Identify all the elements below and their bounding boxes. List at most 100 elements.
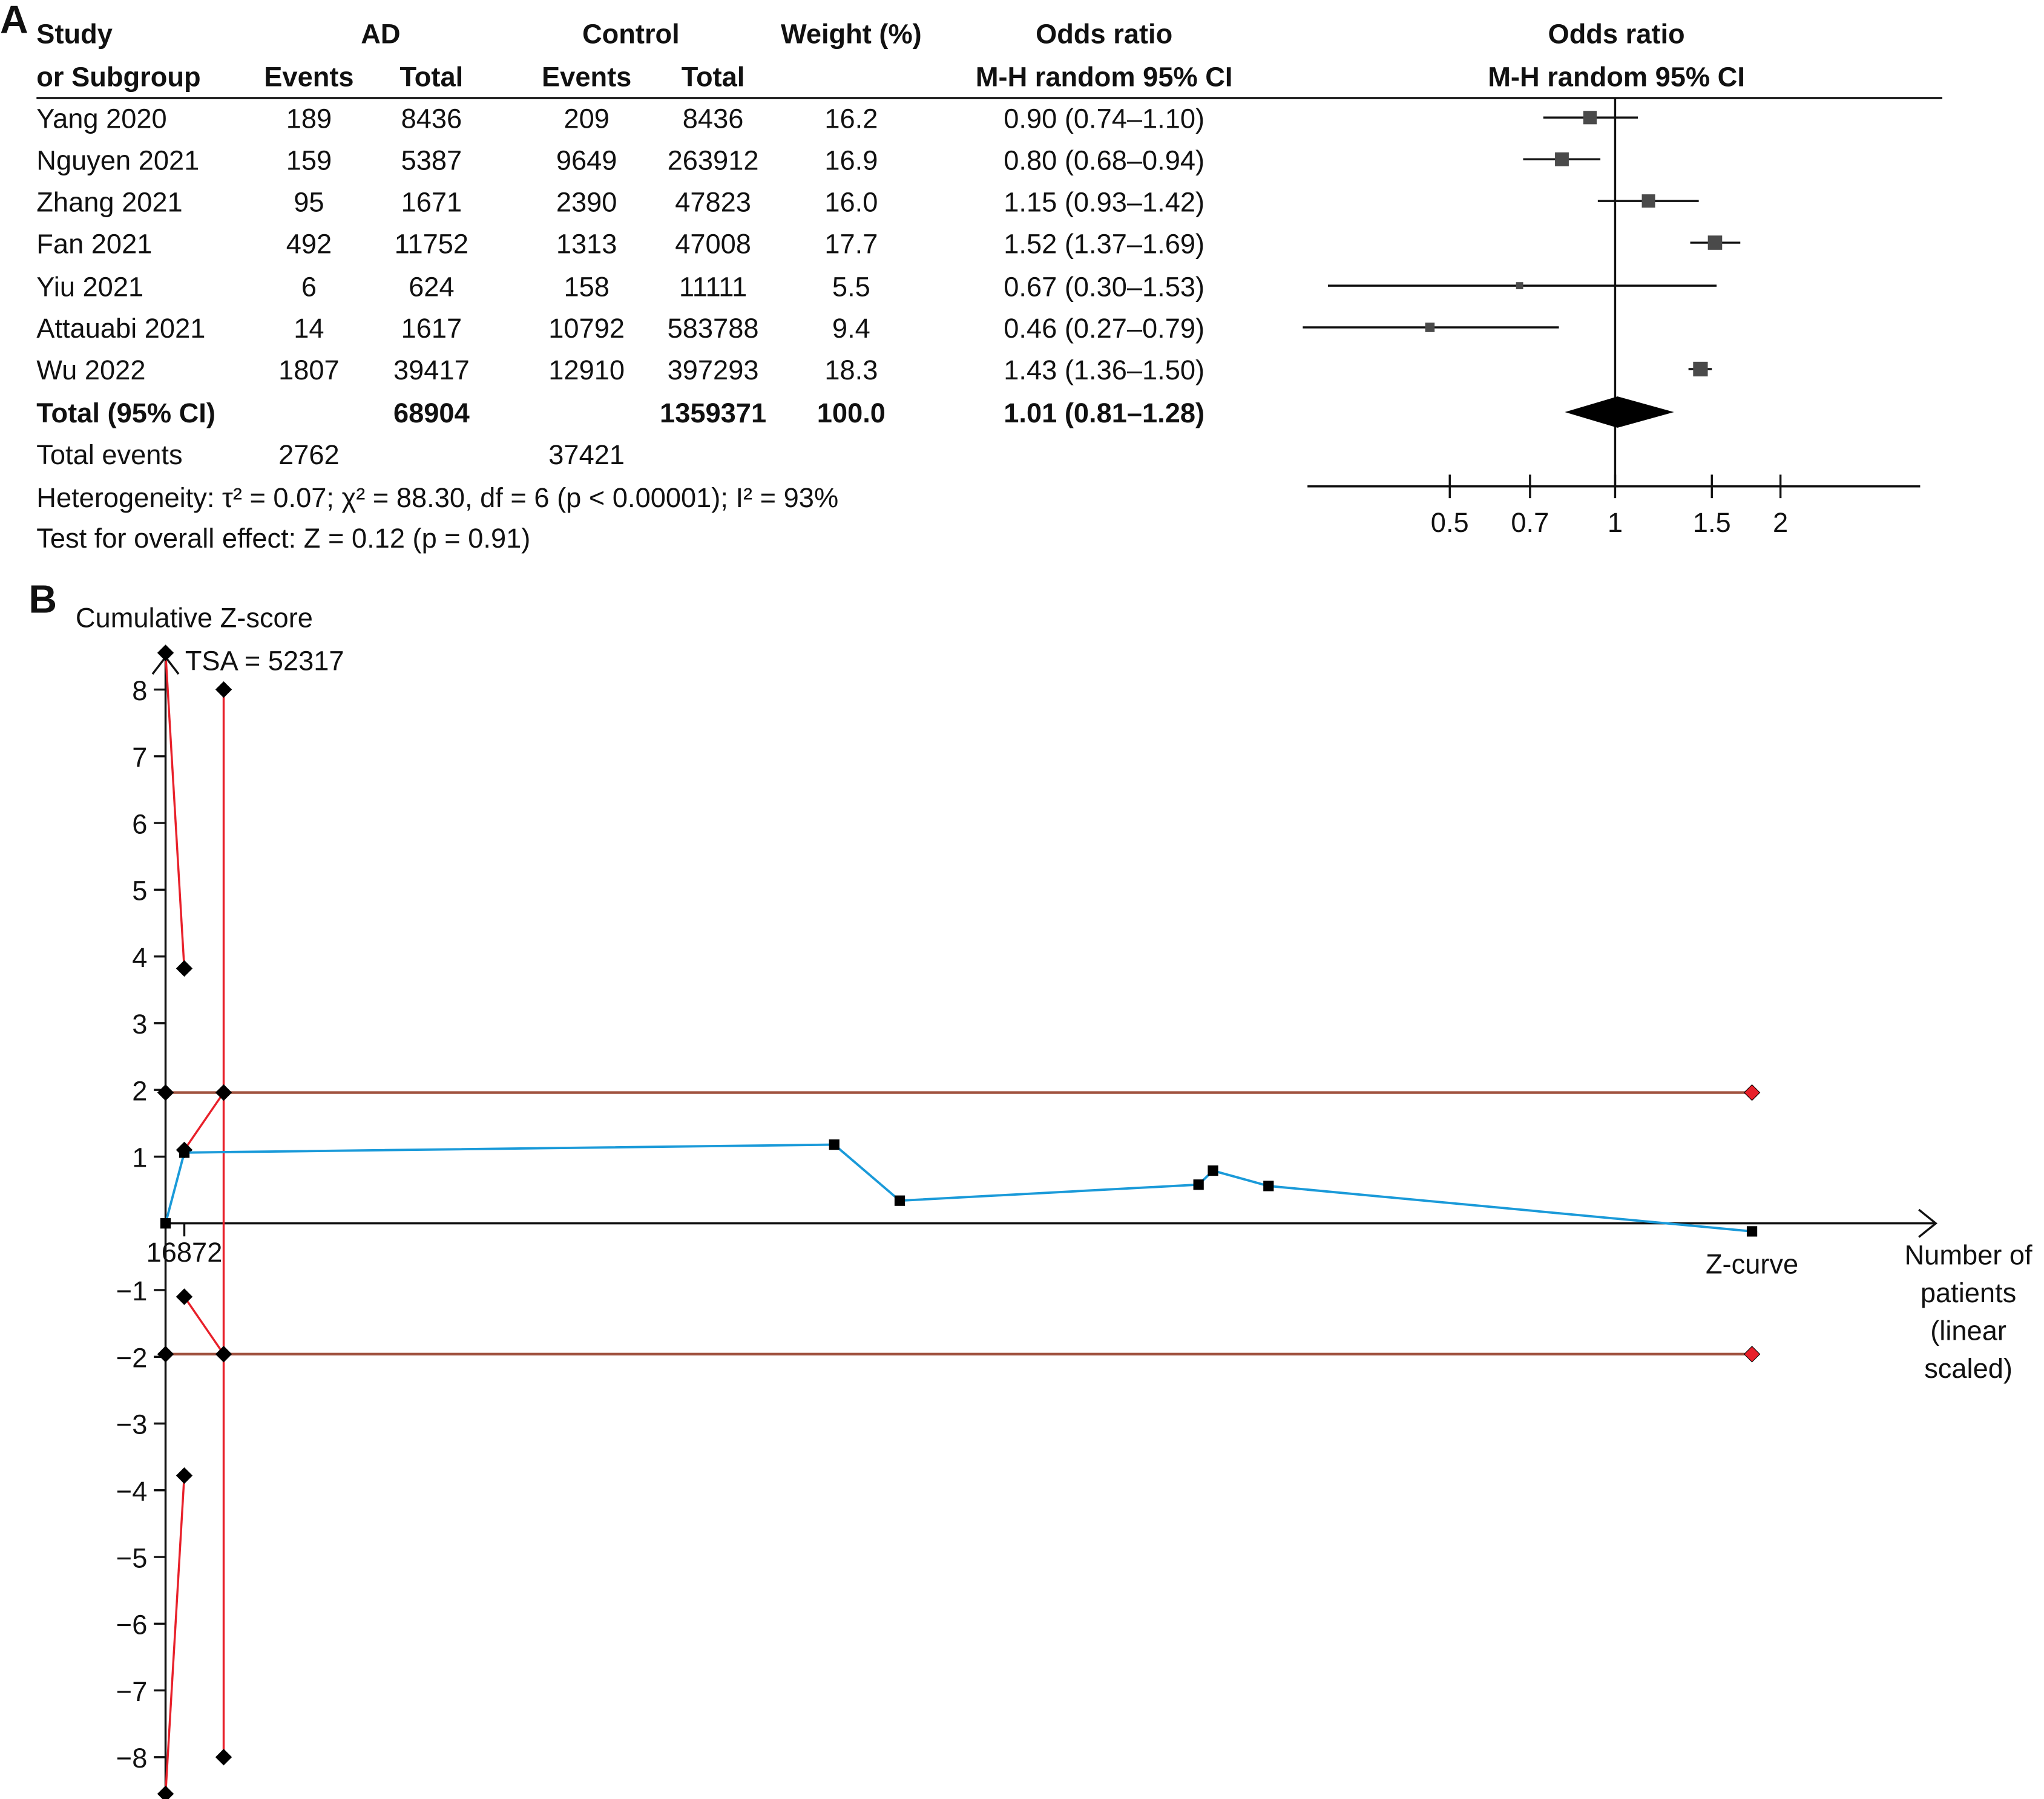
- forest-x-tick-label: 0.5: [1431, 507, 1469, 538]
- control-events: 209: [564, 103, 609, 134]
- z-curve-point: [160, 1218, 171, 1229]
- panel-b-tsa-plot: B Cumulative Z-score TSA = 52317 8 7 6 5 4 3 2 1 −1…: [28, 578, 2032, 1799]
- control-total: 263912: [668, 145, 759, 175]
- control-total: 11111: [679, 271, 747, 302]
- y-tick-label: −4: [116, 1476, 148, 1507]
- table-row: Zhang 2021 95 1671 2390 47823 16.0 1.15 (0.93–…: [36, 186, 1204, 217]
- pooled-diamond: [1565, 396, 1674, 428]
- study-estimate-square: [1693, 361, 1708, 377]
- monitoring-boundary-upper: [164, 652, 186, 969]
- odds-ratio-ci: 0.46 (0.27–0.79): [1004, 313, 1204, 344]
- ad-total: 39417: [393, 355, 470, 385]
- ad-events: 492: [286, 228, 332, 259]
- heterogeneity-text: Heterogeneity: τ² = 0.07; χ² = 88.30, df…: [36, 482, 838, 513]
- header-weight: Weight (%): [781, 19, 922, 50]
- y-tick-label: 5: [132, 876, 147, 906]
- conventional-boundary-point: [157, 1084, 174, 1101]
- y-tick-label: −5: [116, 1542, 148, 1573]
- ad-total: 11752: [395, 228, 468, 259]
- y-tick-label: 2: [132, 1075, 147, 1106]
- y-tick-label: −2: [116, 1342, 148, 1373]
- study-estimate-square: [1516, 282, 1523, 290]
- ad-total: 1617: [401, 313, 462, 344]
- z-curve-point: [1208, 1165, 1218, 1176]
- z-curve-point: [829, 1139, 840, 1150]
- header-ad-events: Events: [264, 62, 353, 93]
- total-events-control: 37421: [548, 439, 625, 470]
- ad-events: 159: [286, 145, 332, 175]
- table-row: Attauabi 2021 14 1617 10792 583788 9.4 0.46 (0…: [36, 313, 1204, 344]
- total-control: 1359371: [660, 398, 766, 428]
- panel-label-b: B: [28, 578, 57, 621]
- table-row: Yiu 2021 6 624 158 11111 5.5 0.67 (0.30–1.53): [36, 271, 1204, 302]
- futility-boundary-upper: [183, 1092, 225, 1151]
- header-or: Odds ratio: [1036, 19, 1172, 50]
- monitoring-boundary-lower: [164, 1475, 186, 1794]
- total-events-ad: 2762: [278, 439, 340, 470]
- z-curve-point: [1193, 1179, 1204, 1190]
- study-name: Attauabi 2021: [36, 313, 205, 344]
- ad-events: 189: [286, 103, 332, 134]
- odds-ratio-ci: 1.52 (1.37–1.69): [1004, 228, 1204, 259]
- y-axis-title: Cumulative Z-score: [76, 602, 313, 633]
- header-plot-method: M-H random 95% CI: [1488, 62, 1745, 93]
- forest-x-tick-label: 1.5: [1693, 507, 1731, 538]
- total-events-label: Total events: [36, 439, 182, 470]
- boundary-point: [176, 1467, 193, 1484]
- header-plot-or: Odds ratio: [1548, 19, 1685, 50]
- x-axis-arrow-icon: [1918, 1208, 1937, 1238]
- tsa-label: TSA = 52317: [185, 645, 344, 676]
- conventional-boundary-point: [157, 1346, 174, 1363]
- futility-boundary-lower: [183, 1296, 225, 1355]
- study-name: Fan 2021: [36, 228, 152, 259]
- y-tick-label: −8: [116, 1743, 148, 1774]
- total-ad: 68904: [393, 398, 470, 428]
- total-row: Total (95% CI) 68904 1359371 100.0 1.01 (0.8…: [36, 398, 1204, 428]
- ad-total: 1671: [401, 186, 462, 217]
- control-total: 583788: [668, 313, 759, 344]
- header-control: Control: [582, 19, 680, 50]
- total-label: Total (95% CI): [36, 398, 215, 428]
- header-subgroup: or Subgroup: [36, 62, 200, 93]
- weight: 17.7: [824, 228, 878, 259]
- total-odds-ratio: 1.01 (0.81–1.28): [1004, 398, 1204, 428]
- control-total: 47008: [675, 228, 751, 259]
- forest-x-tick-label: 2: [1773, 507, 1788, 538]
- study-estimate-square: [1425, 323, 1435, 332]
- study-name: Nguyen 2021: [36, 145, 199, 175]
- y-tick-label: 8: [132, 675, 147, 706]
- boundary-point: [176, 960, 193, 977]
- ad-events: 6: [301, 271, 317, 302]
- study-estimate-square: [1707, 235, 1723, 250]
- y-tick-label: −7: [116, 1676, 148, 1707]
- header-ctrl-total: Total: [682, 62, 745, 93]
- y-tick-label: 6: [132, 808, 147, 839]
- x-tick-label: 16872: [146, 1237, 223, 1268]
- study-name: Wu 2022: [36, 355, 145, 385]
- control-events: 1313: [556, 228, 617, 259]
- control-events: 2390: [556, 186, 617, 217]
- boundary-point: [157, 1785, 174, 1799]
- odds-ratio-ci: 1.43 (1.36–1.50): [1004, 355, 1204, 385]
- header-study: Study: [36, 19, 113, 50]
- header-or-method: M-H random 95% CI: [976, 62, 1233, 93]
- panel-a-forest-plot: A Study or Subgroup AD Control Events Total Eve…: [0, 0, 1943, 554]
- control-total: 397293: [668, 355, 759, 385]
- total-events-row: Total events 2762 37421: [36, 439, 625, 470]
- study-name: Yang 2020: [36, 103, 166, 134]
- control-events: 158: [564, 271, 609, 302]
- header-ad: AD: [361, 19, 400, 50]
- z-curve-label: Z-curve: [1706, 1249, 1798, 1280]
- weight: 16.9: [824, 145, 878, 175]
- study-estimate-square: [1641, 194, 1655, 208]
- boundary-point: [215, 681, 232, 698]
- y-tick-label: 7: [132, 742, 147, 773]
- y-tick-label: 1: [132, 1142, 147, 1173]
- x-axis-title: scaled): [1924, 1353, 2013, 1384]
- total-weight: 100.0: [817, 398, 886, 428]
- conventional-boundary-end-point: [1743, 1346, 1761, 1363]
- ad-total: 5387: [401, 145, 462, 175]
- weight: 18.3: [824, 355, 878, 385]
- y-tick-label: 3: [132, 1009, 147, 1040]
- z-curve-point: [179, 1147, 190, 1158]
